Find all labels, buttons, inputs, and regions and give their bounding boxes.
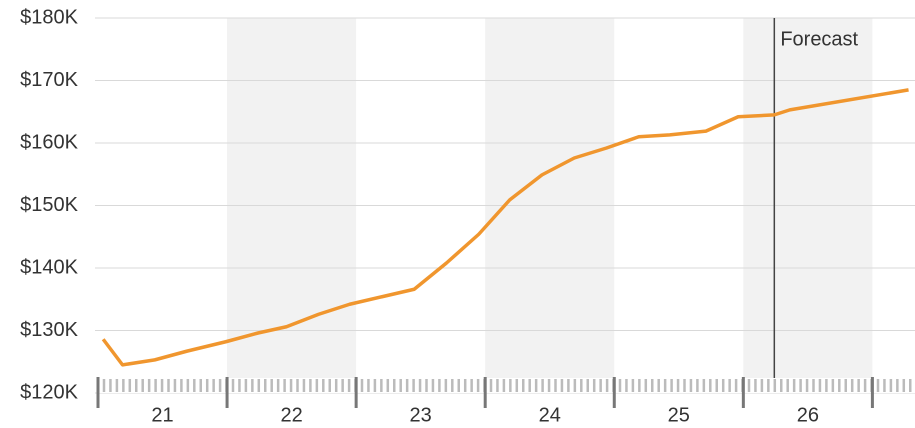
y-tick-label: $180K (20, 6, 78, 28)
y-tick-label: $130K (20, 319, 78, 341)
x-tick-label: 25 (668, 404, 690, 426)
y-tick-label: $170K (20, 69, 78, 91)
x-tick-label: 23 (410, 404, 432, 426)
y-tick-label: $150K (20, 194, 78, 216)
forecast-label: Forecast (780, 28, 858, 50)
y-tick-label: $120K (20, 381, 78, 403)
year-band (227, 18, 357, 378)
x-tick-label: 24 (539, 404, 561, 426)
x-tick-label: 21 (151, 404, 173, 426)
year-band (485, 18, 615, 378)
year-band (743, 18, 873, 378)
y-tick-label: $160K (20, 131, 78, 153)
price-line (101, 88, 909, 367)
x-tick-label: 22 (280, 404, 302, 426)
x-tick-label: 26 (797, 404, 819, 426)
y-tick-label: $140K (20, 256, 78, 278)
